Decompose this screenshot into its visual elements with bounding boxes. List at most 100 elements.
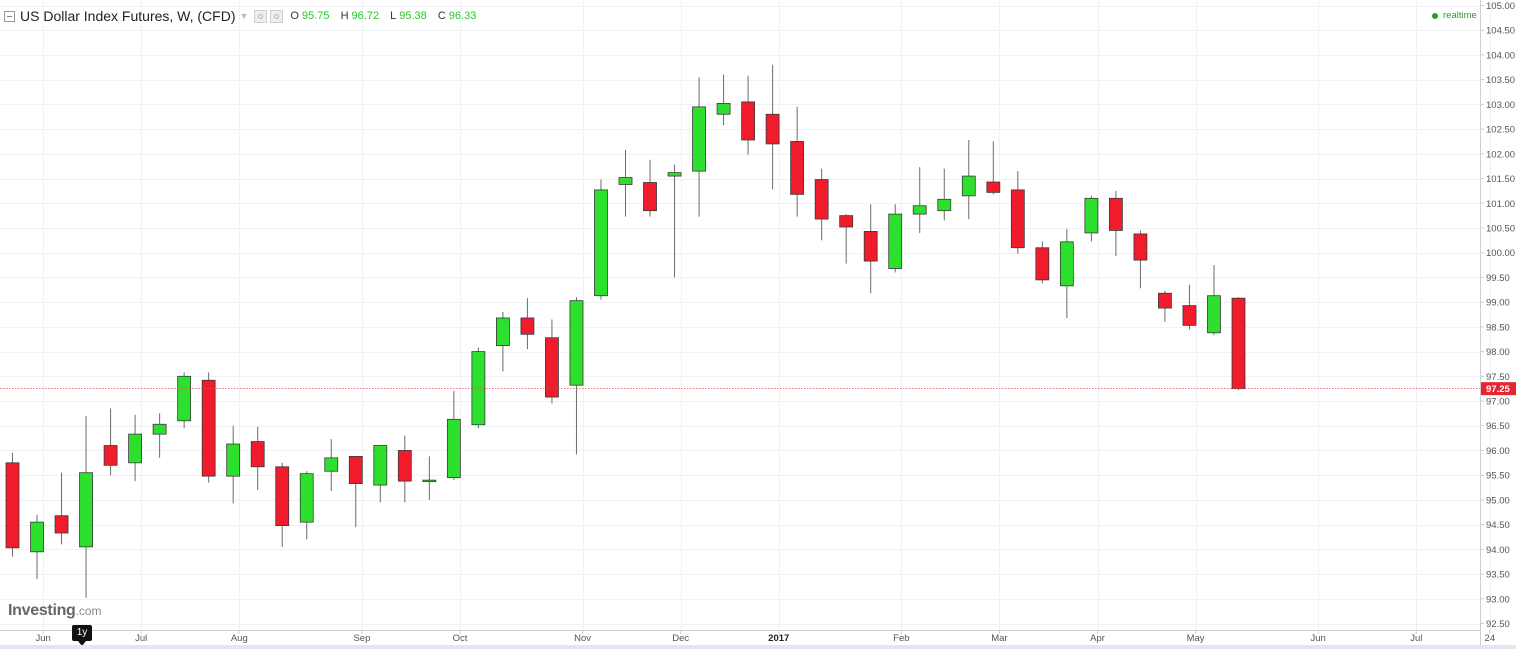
candle-body bbox=[814, 179, 829, 220]
candle-body bbox=[495, 317, 510, 347]
candle-body bbox=[618, 177, 633, 185]
current-price-badge bbox=[1481, 382, 1516, 396]
candle-body bbox=[839, 215, 854, 228]
candle-body bbox=[1010, 189, 1025, 249]
x-tick-label: Apr bbox=[1090, 633, 1105, 644]
y-tick-label: 104.50 bbox=[1486, 26, 1515, 37]
candle-body bbox=[986, 181, 1001, 193]
candle-body bbox=[79, 472, 93, 548]
candle-body bbox=[1059, 241, 1074, 287]
candle-body bbox=[5, 462, 20, 549]
candle-body bbox=[790, 141, 805, 195]
x-tick-label: Oct bbox=[453, 633, 468, 644]
logo-suffix-text: .com bbox=[75, 604, 102, 618]
candle-body bbox=[201, 379, 216, 477]
candle-body bbox=[716, 102, 731, 115]
candle-body bbox=[299, 473, 314, 523]
investing-logo: Investing.com bbox=[8, 602, 102, 620]
chevron-down-icon[interactable]: ▼ bbox=[239, 11, 249, 21]
ohlc-open-value: 95.75 bbox=[301, 10, 330, 22]
candle-body bbox=[1231, 297, 1246, 390]
realtime-indicator: realtime bbox=[1432, 10, 1477, 21]
candle-body bbox=[54, 515, 69, 534]
realtime-label: realtime bbox=[1443, 10, 1477, 21]
y-tick-label: 98.00 bbox=[1486, 347, 1510, 358]
candle-body bbox=[1133, 233, 1148, 261]
x-tick-label: Feb bbox=[893, 633, 909, 644]
y-tick-label: 96.00 bbox=[1486, 446, 1510, 457]
candle-body bbox=[520, 317, 535, 335]
y-tick-label: 99.50 bbox=[1486, 273, 1510, 284]
candle-body bbox=[397, 450, 412, 482]
x-tick-label: Jul bbox=[1410, 633, 1422, 644]
y-tick-label: 102.00 bbox=[1486, 149, 1515, 160]
ohlc-low-key: L bbox=[390, 10, 397, 22]
current-price-label: 97.25 bbox=[1486, 384, 1510, 395]
candle-body bbox=[471, 351, 486, 426]
candle-body bbox=[1158, 292, 1172, 309]
candle-body bbox=[888, 213, 903, 269]
ohlc-close-key: C bbox=[437, 10, 446, 22]
ohlc-high-key: H bbox=[340, 10, 349, 22]
y-tick-label: 104.00 bbox=[1486, 50, 1515, 61]
range-1y-button[interactable]: 1y bbox=[72, 625, 92, 646]
bottom-scroll-bar[interactable] bbox=[0, 645, 1516, 649]
y-tick-label: 99.00 bbox=[1486, 298, 1510, 309]
y-tick-label: 93.50 bbox=[1486, 570, 1510, 581]
candle-body bbox=[1182, 305, 1197, 326]
candle-body bbox=[765, 113, 780, 145]
candle-body bbox=[741, 101, 755, 141]
candle-body bbox=[226, 443, 241, 477]
collapse-icon[interactable] bbox=[4, 10, 15, 22]
candle-body bbox=[1207, 295, 1221, 334]
x-tick-label: Mar bbox=[991, 633, 1007, 644]
x-tick-label: Dec bbox=[672, 633, 689, 644]
x-tick-label: Jun bbox=[35, 633, 50, 644]
y-tick-label: 97.50 bbox=[1486, 372, 1510, 383]
candle-body bbox=[30, 521, 44, 553]
candle-body bbox=[545, 337, 559, 398]
x-tick-label: Aug bbox=[231, 633, 248, 644]
chart-title: US Dollar Index Futures, W, (CFD) bbox=[20, 8, 236, 24]
ohlc-close-value: 96.33 bbox=[448, 10, 477, 22]
x-tick-label: 24 bbox=[1485, 633, 1496, 644]
y-tick-label: 92.50 bbox=[1486, 619, 1510, 630]
y-tick-label: 102.50 bbox=[1486, 125, 1515, 136]
y-tick-label: 93.00 bbox=[1486, 594, 1510, 605]
candle-body bbox=[250, 441, 265, 468]
y-tick-label: 98.50 bbox=[1486, 322, 1510, 333]
logo-main-text: Investing bbox=[8, 602, 76, 619]
candle-body bbox=[937, 198, 952, 212]
y-tick-label: 97.00 bbox=[1486, 397, 1510, 408]
ohlc-readout: O 95.75 H 96.72 L 95.38 C 96.33 bbox=[290, 10, 484, 22]
candle-body bbox=[103, 445, 118, 466]
candle-body bbox=[446, 418, 461, 479]
y-tick-label: 100.50 bbox=[1486, 223, 1515, 234]
y-tick-label: 101.50 bbox=[1486, 174, 1515, 185]
x-tick-label: Sep bbox=[353, 633, 370, 644]
candle-body bbox=[373, 445, 388, 486]
candle-body bbox=[667, 172, 682, 177]
settings-icon[interactable] bbox=[254, 9, 268, 23]
candle-body bbox=[912, 205, 927, 215]
y-tick-label: 103.50 bbox=[1486, 75, 1515, 86]
candle-body bbox=[594, 189, 608, 297]
candle-body bbox=[692, 106, 706, 172]
y-tick-label: 100.00 bbox=[1486, 248, 1515, 259]
close-icon[interactable] bbox=[270, 9, 284, 23]
ohlc-high-value: 96.72 bbox=[351, 10, 380, 22]
y-tick-label: 94.00 bbox=[1486, 545, 1510, 556]
y-tick-label: 103.00 bbox=[1486, 100, 1515, 111]
x-tick-label: Jul bbox=[135, 633, 147, 644]
realtime-dot-icon bbox=[1432, 12, 1438, 19]
x-tick-label: Nov bbox=[574, 633, 591, 644]
y-tick-label: 95.00 bbox=[1486, 495, 1510, 506]
x-tick-label: Jun bbox=[1311, 633, 1326, 644]
x-tick-label: 2017 bbox=[768, 633, 789, 644]
y-tick-label: 105.00 bbox=[1486, 1, 1515, 12]
y-tick-label: 94.50 bbox=[1486, 520, 1510, 531]
candle-body bbox=[348, 455, 363, 484]
candle-body bbox=[128, 433, 143, 464]
candle-body bbox=[1109, 197, 1123, 231]
